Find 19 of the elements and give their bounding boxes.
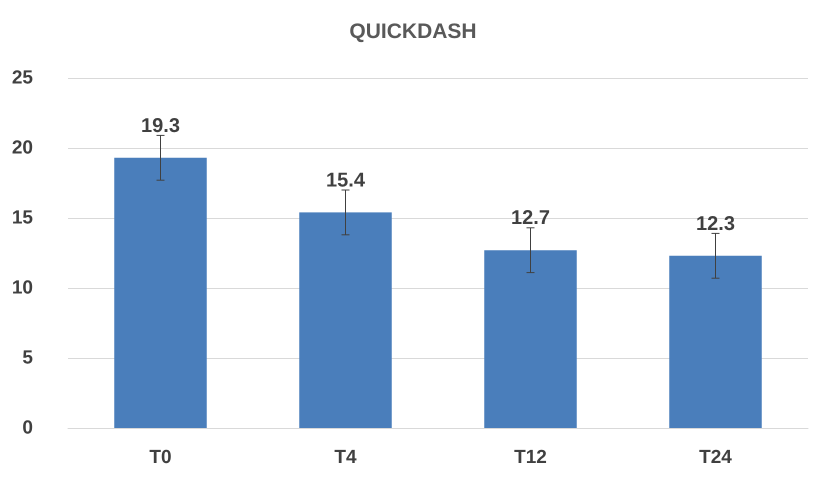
bar (669, 256, 762, 428)
y-tick-label: 10 (12, 278, 33, 298)
bar (299, 212, 392, 428)
y-tick-label: 20 (12, 138, 33, 158)
y-tick-label: 25 (12, 68, 34, 88)
x-tick-label: T0 (149, 447, 172, 468)
data-label: 15.4 (326, 169, 366, 192)
y-tick-label: 15 (12, 208, 34, 228)
x-tick-label: T12 (514, 447, 547, 468)
x-tick-label: T4 (334, 447, 358, 468)
y-tick-label: 5 (22, 348, 34, 368)
y-tick-label: 0 (22, 418, 33, 438)
chart-title: QUICKDASH (349, 20, 477, 43)
bar (114, 158, 207, 428)
x-tick-label: T24 (699, 447, 732, 468)
data-label: 12.7 (511, 207, 550, 230)
data-label: 19.3 (141, 114, 180, 137)
data-label: 12.3 (696, 212, 735, 235)
bar (484, 250, 577, 428)
